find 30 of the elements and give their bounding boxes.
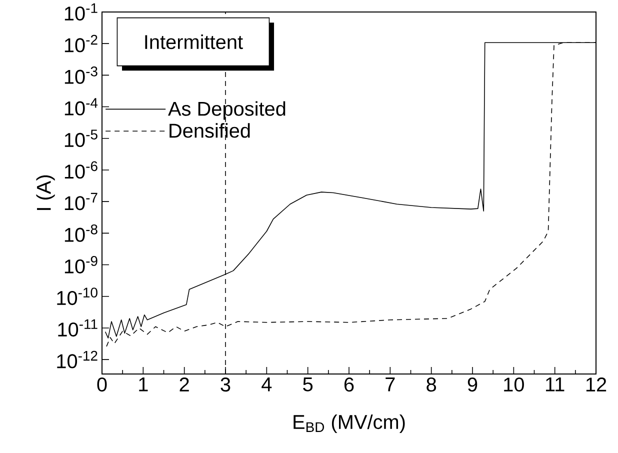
y-tick-label: 10$^{-2}$ (64, 34, 98, 52)
x-tick-label: 9 (468, 378, 478, 392)
x-tick-label: 1 (139, 378, 148, 392)
y-tick-label: 10$^{-4}$ (64, 98, 98, 116)
legend-label: As Deposited (168, 101, 286, 120)
y-tick-label: 10$^{-7}$ (64, 192, 98, 210)
x-tick-label: 10 (504, 378, 524, 392)
y-tick-label: 10$^{-10}$ (57, 288, 98, 306)
x-tick-label: 7 (386, 378, 395, 392)
x-tick-label: 0 (97, 378, 107, 392)
y-tick-label: 10$^{-9}$ (64, 256, 98, 274)
x-tick-label: 4 (262, 378, 272, 392)
y-axis-title: I (A) (36, 175, 55, 210)
x-tick-label: 11 (546, 378, 564, 392)
x-tick-label: 8 (426, 378, 436, 392)
x-tick-label: 5 (303, 378, 313, 392)
x-axis-title: E$_{BD}$ (MV/cm) (294, 414, 405, 434)
legend-label: Densified (170, 123, 250, 138)
y-tick-label: 10$^{-3}$ (64, 66, 98, 84)
y-tick-label: 10$^{-1}$ (64, 3, 98, 21)
x-tick-label: 2 (180, 378, 189, 392)
y-tick-label: 10$^{-11}$ (58, 319, 98, 337)
y-tick-label: 10$^{-12}$ (57, 350, 98, 368)
y-tick-label: 10$^{-5}$ (64, 130, 98, 148)
x-tick-label: 6 (344, 378, 354, 392)
x-tick-label: 12 (586, 378, 606, 392)
legend-title: Intermittent (145, 34, 243, 50)
x-tick-label: 3 (220, 378, 230, 392)
y-tick-label: 10$^{-8}$ (64, 224, 98, 242)
y-tick-label: 10$^{-6}$ (64, 161, 98, 179)
